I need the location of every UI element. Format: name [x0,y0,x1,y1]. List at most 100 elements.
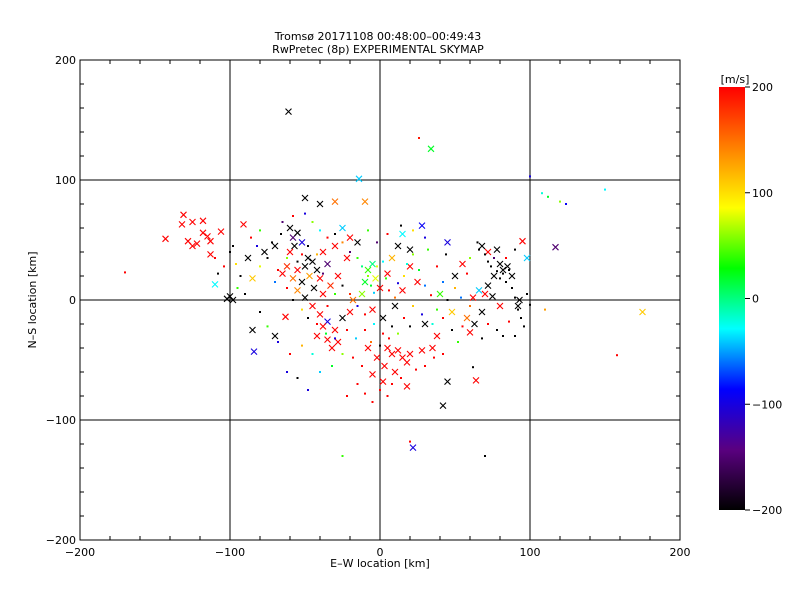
data-point-cross [379,378,387,385]
data-point-dot [311,221,314,223]
data-point-cross [207,251,214,258]
x-axis: −200 −100 0 100 200 [65,60,691,559]
data-point-cross [327,282,334,289]
data-point-cross [294,266,301,274]
data-point-cross [639,308,646,316]
colorbar-tick-label: 200 [752,81,773,94]
data-point-dot [356,257,359,259]
data-point-dot [326,305,329,307]
data-point-dot [502,272,504,275]
data-point-cross [316,275,324,282]
data-point-dot [331,365,333,367]
data-point-dot [376,265,378,268]
data-point-dot [244,293,246,295]
data-point-cross [463,314,471,322]
data-point-cross [309,258,316,265]
data-point-dot [382,260,384,263]
data-point-dot [412,229,414,232]
data-point-dot [379,389,381,391]
data-point-dot [472,366,474,369]
data-point-dot [341,241,344,244]
y-tick-label: 0 [69,294,76,307]
data-point-cross [394,347,402,354]
data-point-cross [364,266,372,274]
data-point-dot [356,305,359,307]
data-point-dot [341,284,344,287]
data-point-cross [439,402,447,409]
data-point-dot [487,323,489,325]
y-tick-label: 200 [55,54,76,67]
data-point-dot [301,253,303,256]
data-point-cross [418,222,426,229]
data-point-cross [204,233,211,240]
data-point-cross [291,242,298,250]
data-point-dot [386,395,389,397]
data-point-cross [358,290,366,298]
data-point-cross [519,237,526,245]
data-point-dot [499,277,501,280]
data-point-dot [442,281,444,283]
data-point-cross [343,254,351,262]
data-point-cross [339,224,346,232]
data-point-dot [517,308,519,311]
data-point-cross [229,296,237,304]
data-point-cross [364,344,372,352]
data-point-cross [331,326,339,334]
data-point-cross [514,302,522,310]
data-point-cross [180,211,187,219]
data-point-cross [319,323,327,330]
data-point-dot [266,257,269,259]
data-point-cross [361,278,369,286]
data-point-dot [296,260,299,263]
data-point-dot [296,377,299,379]
data-point-cross [451,272,459,280]
data-point-cross [369,371,376,378]
data-point-dot [427,248,429,251]
data-point-cross [403,383,411,390]
data-point-dot [496,329,498,331]
data-point-cross [319,248,327,256]
data-point-cross [369,260,376,268]
data-point-cross [294,287,301,294]
data-point-dot [403,317,405,319]
data-point-dot [514,335,516,337]
data-point-cross [316,311,324,318]
data-point-cross [313,266,321,274]
data-point-dot [239,275,242,277]
data-point-dot [418,137,420,139]
data-point-cross [388,350,396,358]
data-point-dot [409,440,411,443]
data-point-dot [346,395,348,397]
colorbar-label: [m/s] [721,73,750,86]
colorbar-tick-label: 100 [752,187,773,200]
data-point-dot [442,353,444,355]
data-point-cross [403,359,411,366]
data-point-dot [259,265,261,268]
data-point-dot [386,233,389,235]
colorbar-tick-label: −200 [752,504,782,517]
data-point-dot [289,353,291,355]
data-point-cross [301,294,309,301]
data-point-dot [346,329,348,331]
data-point-dot [412,305,414,307]
data-point-cross [469,294,477,301]
data-point-dot [364,392,366,395]
data-point-dot [424,284,426,287]
data-point-dot [214,257,216,259]
data-point-dot [292,299,294,301]
data-point-cross [444,239,451,246]
data-point-cross [301,194,309,202]
data-point-dot [274,281,276,283]
data-point-dot [391,325,393,328]
y-tick-label: −200 [46,534,76,547]
data-point-cross [376,284,384,292]
data-point-dot [367,275,369,277]
data-point-dot [466,272,468,275]
data-point-dot [235,263,237,265]
data-point-cross [193,240,201,247]
data-point-dot [616,354,618,357]
data-point-cross [472,377,480,384]
data-point-cross [496,260,504,268]
data-point-cross [324,336,331,343]
